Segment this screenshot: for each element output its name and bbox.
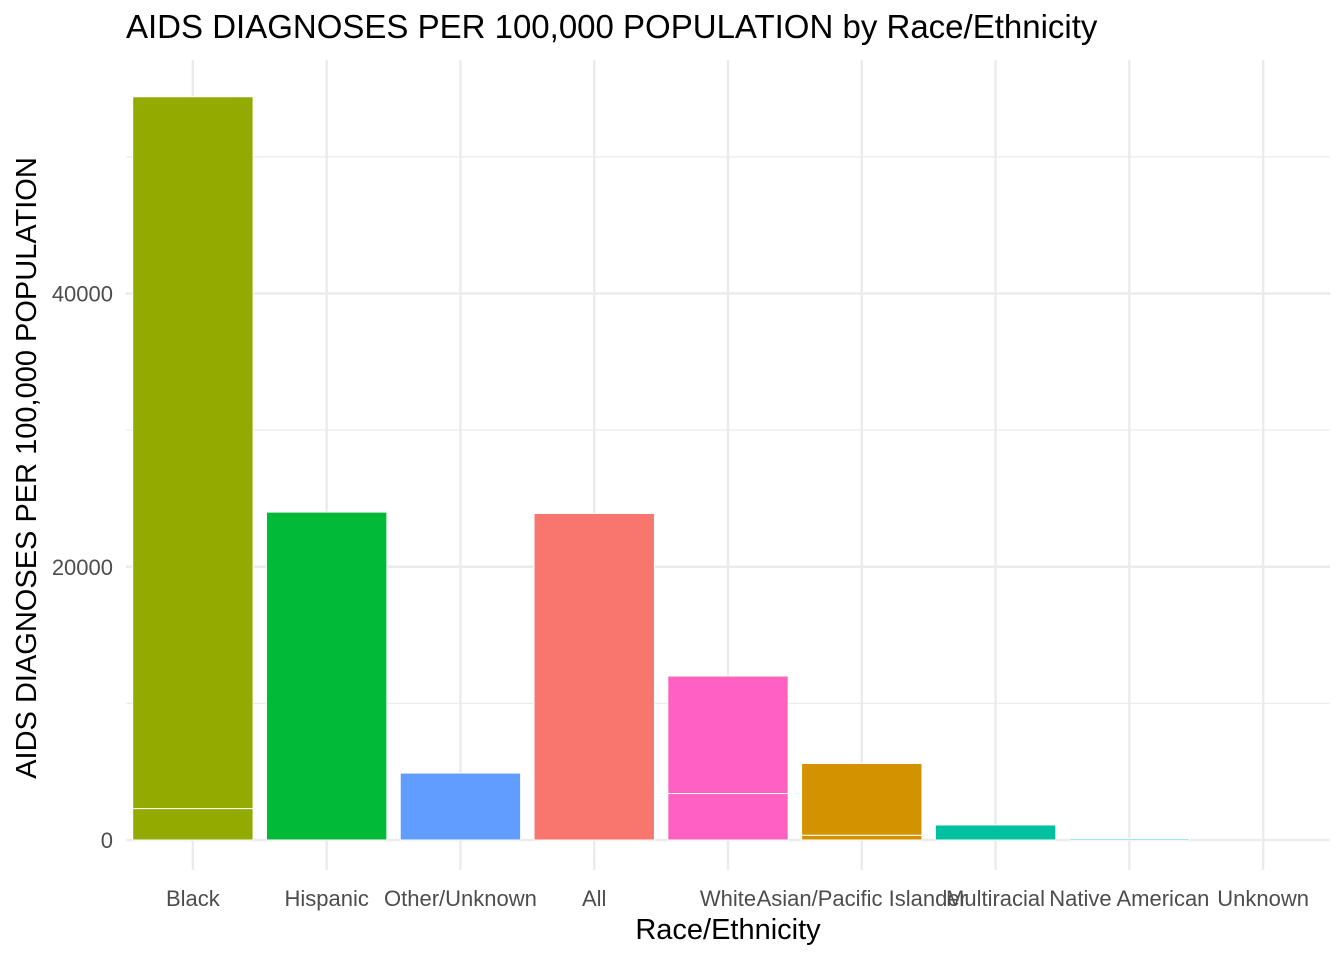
bar-asian-pacific-islander <box>801 834 923 841</box>
y-axis-title: AIDS DIAGNOSES PER 100,000 POPULATION <box>11 157 43 779</box>
bar-white <box>667 793 789 841</box>
x-tick-label: Hispanic <box>284 886 368 911</box>
y-tick-label: 20000 <box>52 555 113 580</box>
bar-black <box>132 96 254 810</box>
x-tick-label: Other/Unknown <box>384 886 537 911</box>
x-tick-label: All <box>582 886 606 911</box>
tick-labels: 0 20000 40000 Black Hispanic Other/Unknown All… <box>52 282 1309 912</box>
bar-hispanic <box>265 511 388 841</box>
x-tick-label: Native American <box>1049 886 1209 911</box>
bar-white <box>667 675 789 795</box>
x-tick-label: White <box>700 886 756 911</box>
x-tick-label: Black <box>166 886 221 911</box>
chart-title: AIDS DIAGNOSES PER 100,000 POPULATION by… <box>126 8 1098 45</box>
bar-native-american <box>1068 838 1191 841</box>
y-tick-label: 40000 <box>52 282 113 307</box>
bar-multiracial <box>934 824 1057 841</box>
x-tick-label: Unknown <box>1217 886 1309 911</box>
bars <box>132 96 1191 841</box>
x-tick-label: Asian/Pacific Islander <box>757 886 967 911</box>
bar-black <box>132 808 254 841</box>
y-tick-label: 0 <box>101 828 113 853</box>
grid-lines <box>126 60 1330 870</box>
x-axis-title: Race/Ethnicity <box>635 914 821 946</box>
bar-other-unknown <box>399 772 522 841</box>
x-tick-label: Multiracial <box>946 886 1045 911</box>
bar-asian-pacific-islander <box>801 762 923 836</box>
bar-all <box>533 512 655 841</box>
